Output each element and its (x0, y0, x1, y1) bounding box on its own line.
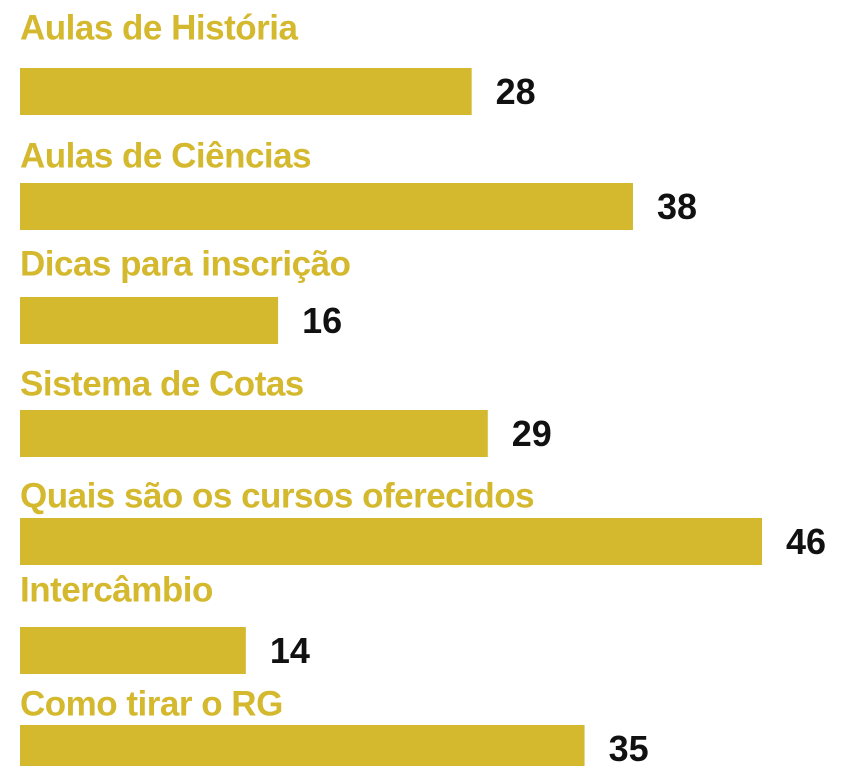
category-label: Sistema de Cotas (20, 364, 304, 403)
value-label: 29 (512, 413, 552, 454)
value-label: 16 (302, 300, 342, 341)
value-label: 28 (496, 71, 536, 112)
value-label: 35 (609, 728, 649, 766)
category-label: Intercâmbio (20, 570, 213, 609)
category-label: Aulas de Ciências (20, 136, 311, 175)
bar (20, 297, 279, 344)
bar (20, 410, 488, 457)
category-label: Aulas de História (20, 8, 298, 47)
bar (20, 627, 246, 674)
value-label: 38 (657, 186, 697, 227)
bar (20, 183, 633, 230)
bar (20, 725, 585, 766)
value-label: 14 (270, 630, 310, 671)
bar (20, 68, 472, 115)
category-label: Como tirar o RG (20, 684, 283, 723)
category-label: Quais são os cursos oferecidos (20, 476, 534, 515)
value-label: 46 (786, 521, 826, 562)
bar (20, 518, 762, 565)
category-label: Dicas para inscrição (20, 244, 351, 283)
